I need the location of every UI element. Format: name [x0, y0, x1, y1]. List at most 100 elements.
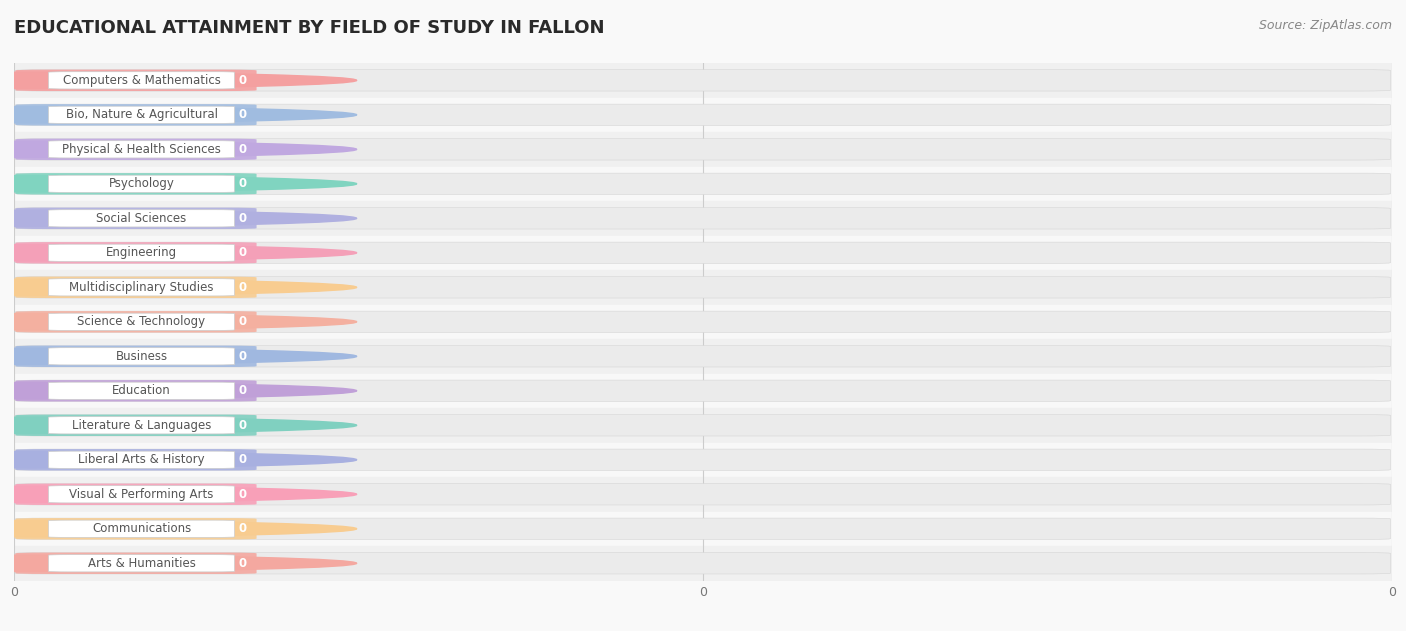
- Bar: [14, 235, 1392, 270]
- FancyBboxPatch shape: [15, 415, 256, 436]
- Bar: [14, 270, 1392, 305]
- FancyBboxPatch shape: [15, 104, 1391, 126]
- Circle shape: [0, 314, 357, 330]
- FancyBboxPatch shape: [15, 518, 256, 540]
- Bar: [14, 374, 1392, 408]
- Bar: [14, 339, 1392, 374]
- Text: Bio, Nature & Agricultural: Bio, Nature & Agricultural: [66, 109, 218, 121]
- FancyBboxPatch shape: [15, 311, 1391, 333]
- Text: EDUCATIONAL ATTAINMENT BY FIELD OF STUDY IN FALLON: EDUCATIONAL ATTAINMENT BY FIELD OF STUDY…: [14, 19, 605, 37]
- FancyBboxPatch shape: [15, 208, 1391, 229]
- FancyBboxPatch shape: [48, 244, 235, 261]
- FancyBboxPatch shape: [15, 483, 256, 505]
- Bar: [14, 132, 1392, 167]
- FancyBboxPatch shape: [15, 449, 1391, 471]
- Text: Arts & Humanities: Arts & Humanities: [87, 557, 195, 570]
- FancyBboxPatch shape: [15, 139, 1391, 160]
- Bar: [14, 442, 1392, 477]
- FancyBboxPatch shape: [15, 518, 1391, 540]
- FancyBboxPatch shape: [15, 483, 1391, 505]
- Text: 0: 0: [239, 419, 247, 432]
- Bar: [14, 201, 1392, 235]
- FancyBboxPatch shape: [48, 348, 235, 365]
- Text: 0: 0: [239, 74, 247, 87]
- FancyBboxPatch shape: [15, 553, 1391, 574]
- Text: Education: Education: [112, 384, 172, 398]
- FancyBboxPatch shape: [15, 311, 256, 333]
- Text: Multidisciplinary Studies: Multidisciplinary Studies: [69, 281, 214, 294]
- Text: 0: 0: [239, 384, 247, 398]
- FancyBboxPatch shape: [15, 173, 1391, 194]
- FancyBboxPatch shape: [48, 175, 235, 192]
- Text: 0: 0: [239, 522, 247, 535]
- Bar: [14, 512, 1392, 546]
- FancyBboxPatch shape: [48, 520, 235, 538]
- FancyBboxPatch shape: [15, 242, 1391, 264]
- Text: Source: ZipAtlas.com: Source: ZipAtlas.com: [1258, 19, 1392, 32]
- Text: Psychology: Psychology: [108, 177, 174, 191]
- Bar: [14, 305, 1392, 339]
- FancyBboxPatch shape: [15, 276, 256, 298]
- FancyBboxPatch shape: [15, 380, 256, 401]
- FancyBboxPatch shape: [15, 104, 256, 126]
- FancyBboxPatch shape: [15, 346, 256, 367]
- Text: Computers & Mathematics: Computers & Mathematics: [63, 74, 221, 87]
- Circle shape: [0, 210, 357, 227]
- FancyBboxPatch shape: [15, 449, 256, 471]
- FancyBboxPatch shape: [48, 279, 235, 296]
- FancyBboxPatch shape: [15, 553, 256, 574]
- FancyBboxPatch shape: [15, 69, 1391, 91]
- FancyBboxPatch shape: [48, 555, 235, 572]
- FancyBboxPatch shape: [15, 346, 1391, 367]
- Circle shape: [0, 72, 357, 88]
- FancyBboxPatch shape: [48, 106, 235, 124]
- Text: 0: 0: [239, 109, 247, 121]
- Text: Engineering: Engineering: [105, 246, 177, 259]
- Bar: [14, 63, 1392, 98]
- FancyBboxPatch shape: [15, 208, 256, 229]
- FancyBboxPatch shape: [15, 139, 256, 160]
- FancyBboxPatch shape: [48, 416, 235, 434]
- Circle shape: [0, 107, 357, 123]
- FancyBboxPatch shape: [15, 69, 256, 91]
- FancyBboxPatch shape: [48, 451, 235, 468]
- FancyBboxPatch shape: [48, 209, 235, 227]
- Circle shape: [0, 279, 357, 295]
- FancyBboxPatch shape: [48, 382, 235, 399]
- Bar: [14, 167, 1392, 201]
- Text: Literature & Languages: Literature & Languages: [72, 419, 211, 432]
- Text: Business: Business: [115, 350, 167, 363]
- FancyBboxPatch shape: [48, 313, 235, 331]
- Circle shape: [0, 452, 357, 468]
- FancyBboxPatch shape: [15, 242, 256, 264]
- Text: 0: 0: [239, 212, 247, 225]
- FancyBboxPatch shape: [15, 173, 256, 194]
- FancyBboxPatch shape: [48, 72, 235, 89]
- Text: 0: 0: [239, 316, 247, 328]
- Circle shape: [0, 141, 357, 158]
- Circle shape: [0, 555, 357, 572]
- Text: 0: 0: [239, 453, 247, 466]
- FancyBboxPatch shape: [48, 486, 235, 503]
- Circle shape: [0, 417, 357, 433]
- Circle shape: [0, 521, 357, 537]
- Text: Communications: Communications: [91, 522, 191, 535]
- Text: Visual & Performing Arts: Visual & Performing Arts: [69, 488, 214, 501]
- Bar: [14, 477, 1392, 512]
- FancyBboxPatch shape: [15, 380, 1391, 401]
- Text: 0: 0: [239, 350, 247, 363]
- Text: 0: 0: [239, 281, 247, 294]
- Text: Social Sciences: Social Sciences: [97, 212, 187, 225]
- Text: 0: 0: [239, 557, 247, 570]
- Text: 0: 0: [239, 177, 247, 191]
- Circle shape: [0, 348, 357, 365]
- Text: 0: 0: [239, 246, 247, 259]
- Text: 0: 0: [239, 143, 247, 156]
- Circle shape: [0, 175, 357, 192]
- Text: 0: 0: [239, 488, 247, 501]
- Text: Science & Technology: Science & Technology: [77, 316, 205, 328]
- Bar: [14, 408, 1392, 442]
- Text: Liberal Arts & History: Liberal Arts & History: [79, 453, 205, 466]
- Bar: [14, 546, 1392, 581]
- FancyBboxPatch shape: [15, 415, 1391, 436]
